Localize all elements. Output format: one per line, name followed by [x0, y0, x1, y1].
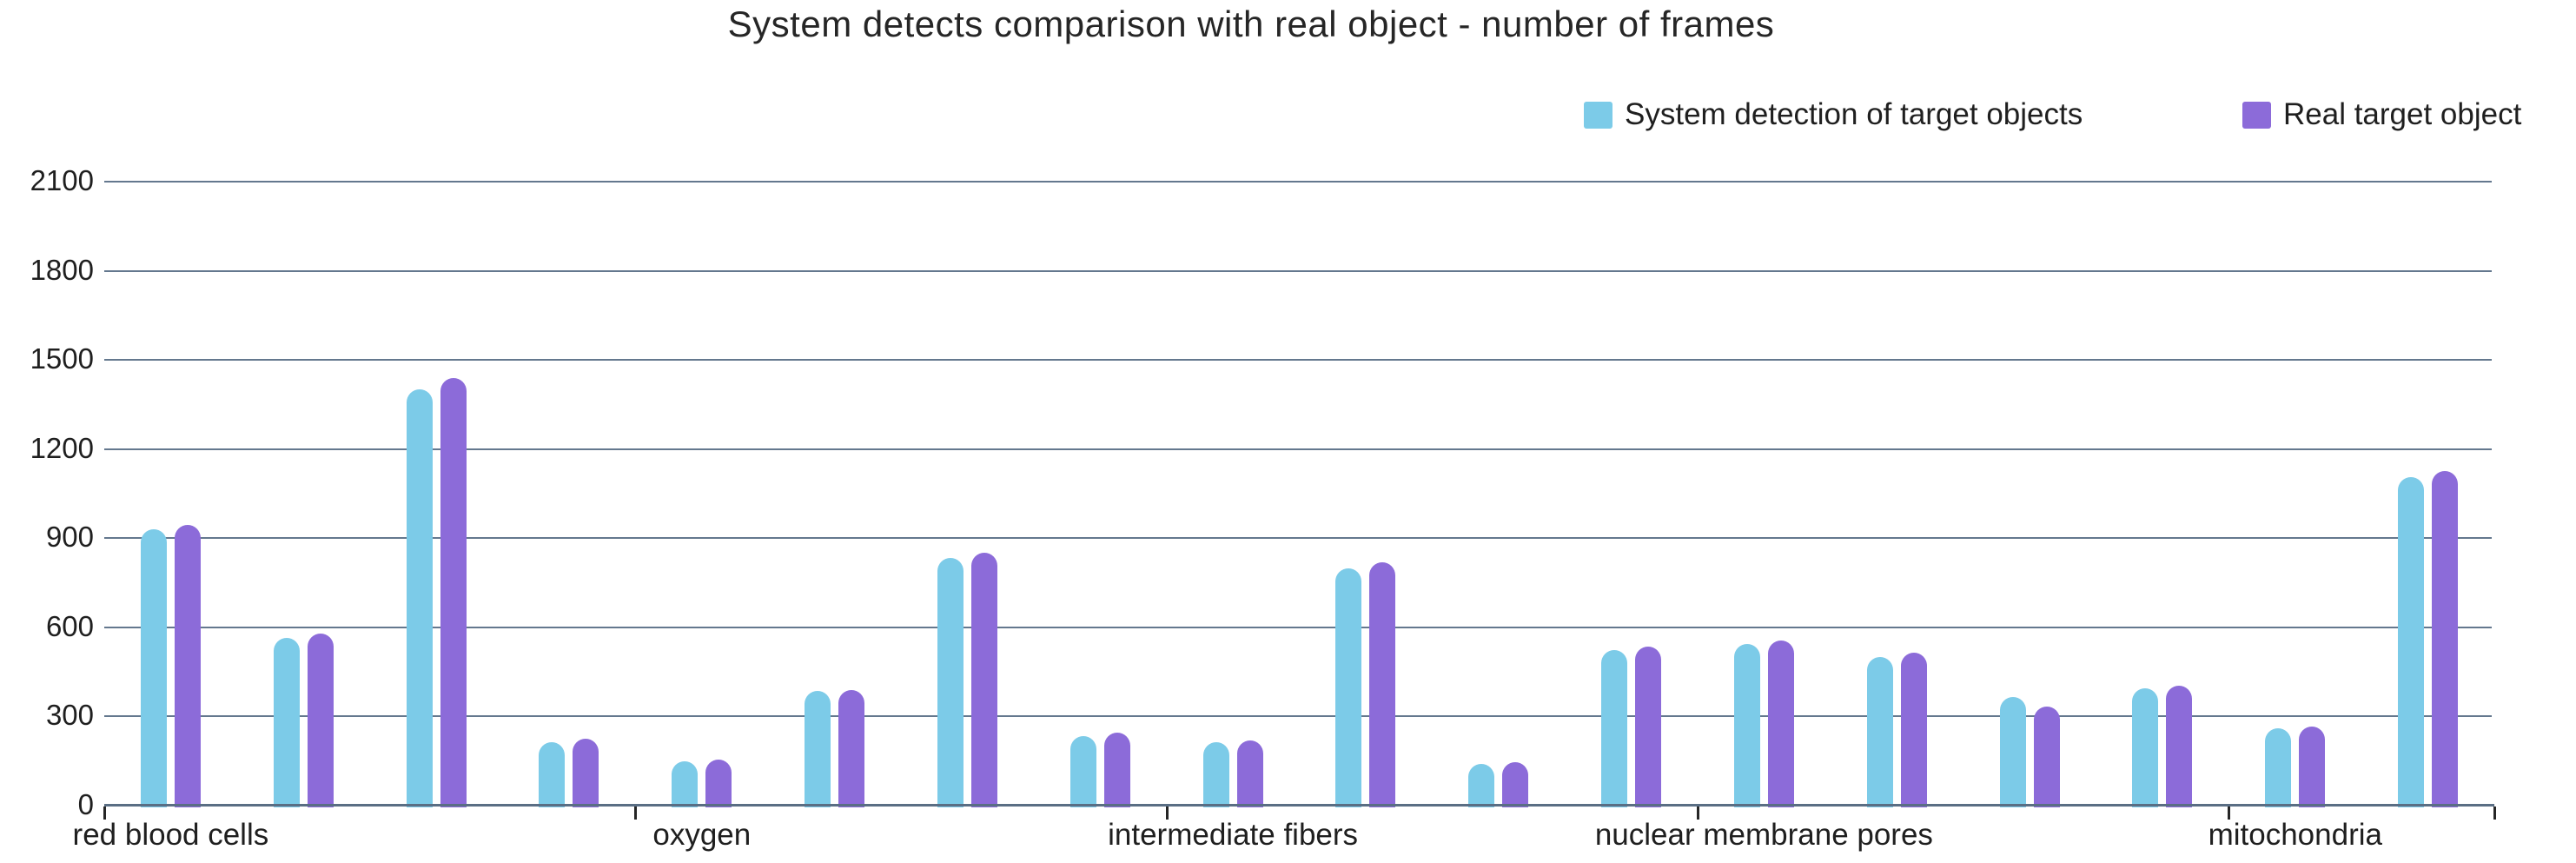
- bar-system-8: [1069, 735, 1096, 807]
- bar-real-15: [2033, 706, 2060, 807]
- x-axis-label-mitochondria: mitochondria: [2208, 818, 2382, 852]
- y-axis-label-900: 900: [45, 521, 94, 554]
- legend-item-real-target: Real target object: [2242, 96, 2521, 134]
- y-axis-label-600: 600: [45, 609, 94, 642]
- gridline-900: [104, 537, 2492, 540]
- y-axis-label-1200: 1200: [30, 431, 94, 464]
- bar-system-14: [1866, 657, 1893, 807]
- legend-item-system-detection: System detection of target objects: [1584, 96, 2083, 134]
- gridline-1500: [104, 359, 2492, 362]
- bar-system-10: [1335, 568, 1362, 807]
- bar-real-4: [573, 739, 599, 807]
- legend-label-system-detection: System detection of target objects: [1625, 97, 2083, 131]
- gridline-300: [104, 715, 2492, 718]
- bar-real-5: [705, 760, 732, 807]
- x-axis-tick: [2228, 807, 2231, 820]
- chart-title: System detects comparison with real obje…: [727, 3, 1775, 44]
- y-axis-label-2100: 2100: [30, 164, 94, 196]
- bar-real-7: [970, 553, 997, 807]
- legend-label-real-target: Real target object: [2283, 97, 2522, 131]
- gridline-1200: [104, 448, 2492, 450]
- x-axis-tick: [1697, 807, 1699, 820]
- bar-system-17: [2265, 728, 2292, 807]
- bar-real-11: [1502, 762, 1529, 807]
- bar-real-3: [440, 377, 467, 807]
- bar-real-12: [1635, 647, 1662, 807]
- x-axis-tick: [1165, 807, 1169, 820]
- gridline-2100: [104, 181, 2492, 183]
- bar-real-9: [1236, 740, 1263, 807]
- bar-system-13: [1733, 643, 1760, 807]
- bar-system-2: [273, 637, 300, 807]
- y-axis-label-1800: 1800: [30, 253, 94, 286]
- gridline-600: [104, 626, 2492, 628]
- x-axis-tick: [2493, 807, 2496, 820]
- x-axis-line: [104, 804, 2494, 807]
- legend-swatch-real-target: [2242, 101, 2271, 129]
- y-axis-label-1500: 1500: [30, 342, 94, 375]
- x-axis-label-intermediate-fibers: intermediate fibers: [1108, 818, 1359, 852]
- bar-real-18: [2432, 471, 2459, 807]
- x-axis-label-red-blood-cells: red blood cells: [72, 818, 269, 852]
- bar-real-1: [174, 524, 201, 807]
- x-axis-tick: [634, 807, 638, 820]
- bar-real-16: [2166, 685, 2193, 807]
- bar-system-1: [140, 529, 167, 807]
- x-axis-tick: [103, 807, 106, 820]
- bar-system-9: [1202, 741, 1229, 807]
- y-axis-label-300: 300: [45, 699, 94, 732]
- bar-real-2: [307, 633, 334, 807]
- bar-system-18: [2398, 477, 2425, 807]
- bar-real-17: [2299, 727, 2326, 807]
- x-axis-label-oxygen: oxygen: [652, 818, 752, 852]
- bar-real-13: [1767, 641, 1794, 807]
- legend-swatch-system-detection: [1584, 101, 1612, 129]
- x-axis-label-nuclear-membrane-pores: nuclear membrane pores: [1594, 818, 1933, 852]
- y-axis-label-0: 0: [77, 788, 94, 820]
- bar-system-15: [1999, 697, 2026, 807]
- bar-system-5: [672, 760, 699, 807]
- bar-system-6: [805, 691, 831, 807]
- bar-system-16: [2132, 687, 2159, 807]
- bar-real-10: [1369, 561, 1396, 807]
- gridline-1800: [104, 269, 2492, 272]
- bar-system-3: [406, 389, 433, 807]
- bar-real-14: [1900, 652, 1927, 807]
- bar-system-4: [539, 741, 566, 807]
- bar-system-7: [937, 557, 964, 807]
- bar-real-6: [838, 689, 865, 807]
- bar-system-12: [1601, 649, 1628, 807]
- bar-real-8: [1103, 733, 1130, 807]
- bar-system-11: [1468, 764, 1495, 807]
